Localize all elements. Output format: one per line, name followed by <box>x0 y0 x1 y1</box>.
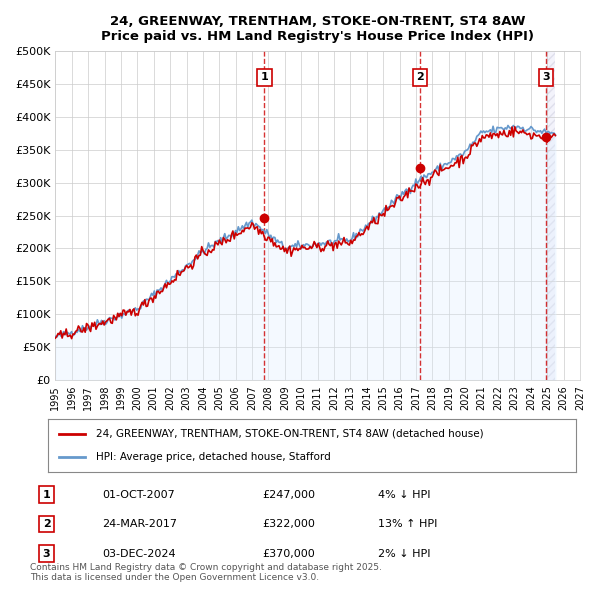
Title: 24, GREENWAY, TRENTHAM, STOKE-ON-TRENT, ST4 8AW
Price paid vs. HM Land Registry': 24, GREENWAY, TRENTHAM, STOKE-ON-TRENT, … <box>101 15 534 43</box>
Text: £322,000: £322,000 <box>262 519 315 529</box>
Text: HPI: Average price, detached house, Stafford: HPI: Average price, detached house, Staf… <box>95 452 330 462</box>
Text: 2: 2 <box>43 519 50 529</box>
Text: 24, GREENWAY, TRENTHAM, STOKE-ON-TRENT, ST4 8AW (detached house): 24, GREENWAY, TRENTHAM, STOKE-ON-TRENT, … <box>95 429 483 439</box>
Text: 2: 2 <box>416 73 424 83</box>
Text: 03-DEC-2024: 03-DEC-2024 <box>102 549 175 559</box>
Text: 3: 3 <box>43 549 50 559</box>
Text: 13% ↑ HPI: 13% ↑ HPI <box>378 519 437 529</box>
Text: 3: 3 <box>542 73 550 83</box>
Text: 1: 1 <box>260 73 268 83</box>
Text: £370,000: £370,000 <box>262 549 314 559</box>
Text: 4% ↓ HPI: 4% ↓ HPI <box>378 490 430 500</box>
Text: £247,000: £247,000 <box>262 490 315 500</box>
Text: 1: 1 <box>43 490 50 500</box>
Text: Contains HM Land Registry data © Crown copyright and database right 2025.
This d: Contains HM Land Registry data © Crown c… <box>30 562 382 582</box>
Text: 24-MAR-2017: 24-MAR-2017 <box>102 519 177 529</box>
Text: 01-OCT-2007: 01-OCT-2007 <box>102 490 175 500</box>
Text: 2% ↓ HPI: 2% ↓ HPI <box>378 549 430 559</box>
